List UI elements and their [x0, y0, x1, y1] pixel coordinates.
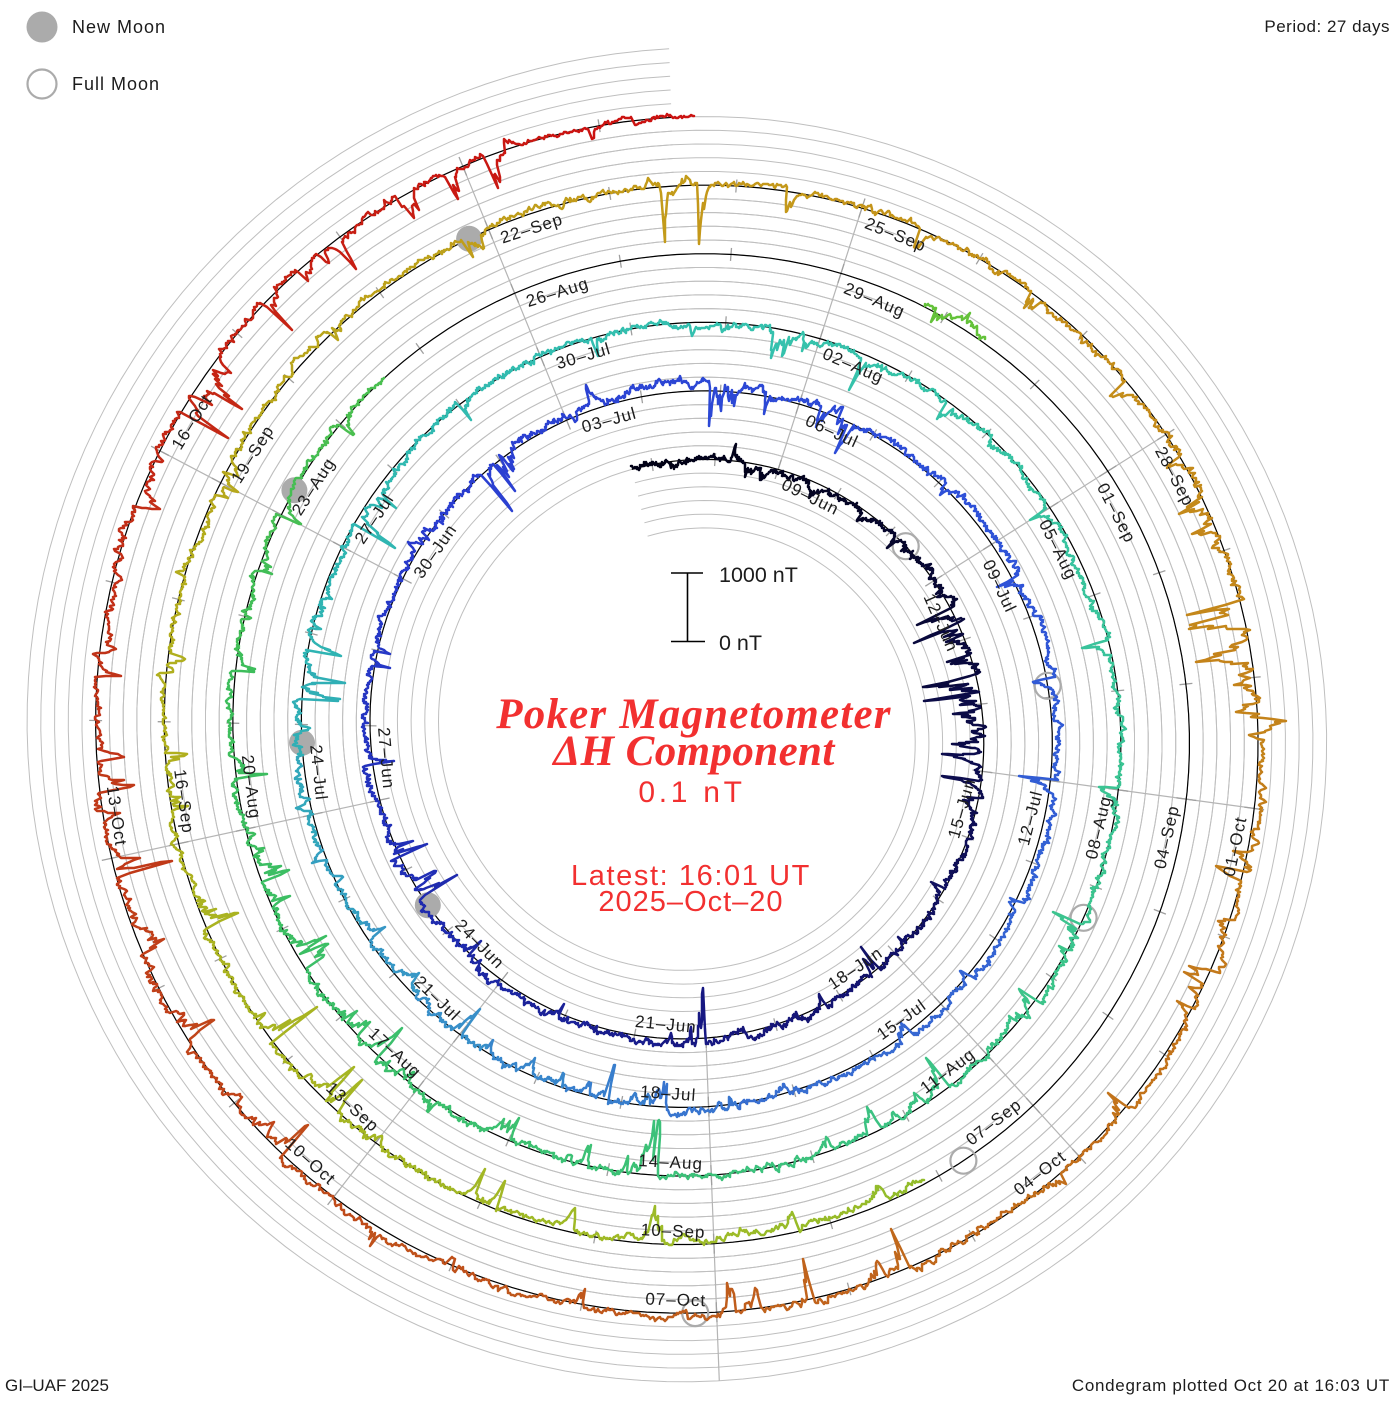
svg-text:2025–Oct–20: 2025–Oct–20: [598, 886, 783, 918]
svg-text:18–Jul: 18–Jul: [640, 1082, 697, 1105]
svg-text:0 nT: 0 nT: [719, 631, 762, 655]
svg-text:New Moon: New Moon: [72, 17, 166, 37]
svg-text:Full Moon: Full Moon: [72, 74, 160, 94]
svg-text:14–Aug: 14–Aug: [638, 1151, 704, 1173]
svg-text:1000 nT: 1000 nT: [719, 563, 798, 587]
svg-text:ΔH Component: ΔH Component: [551, 728, 836, 775]
svg-text:Condegram plotted Oct 20 at 16: Condegram plotted Oct 20 at 16:03 UT: [1072, 1376, 1390, 1395]
svg-text:0.1 nT: 0.1 nT: [638, 776, 745, 809]
svg-text:GI–UAF 2025: GI–UAF 2025: [5, 1376, 109, 1395]
svg-text:07–Oct: 07–Oct: [645, 1289, 706, 1310]
svg-text:10–Sep: 10–Sep: [640, 1220, 705, 1242]
svg-text:Period: 27 days: Period: 27 days: [1264, 17, 1390, 36]
